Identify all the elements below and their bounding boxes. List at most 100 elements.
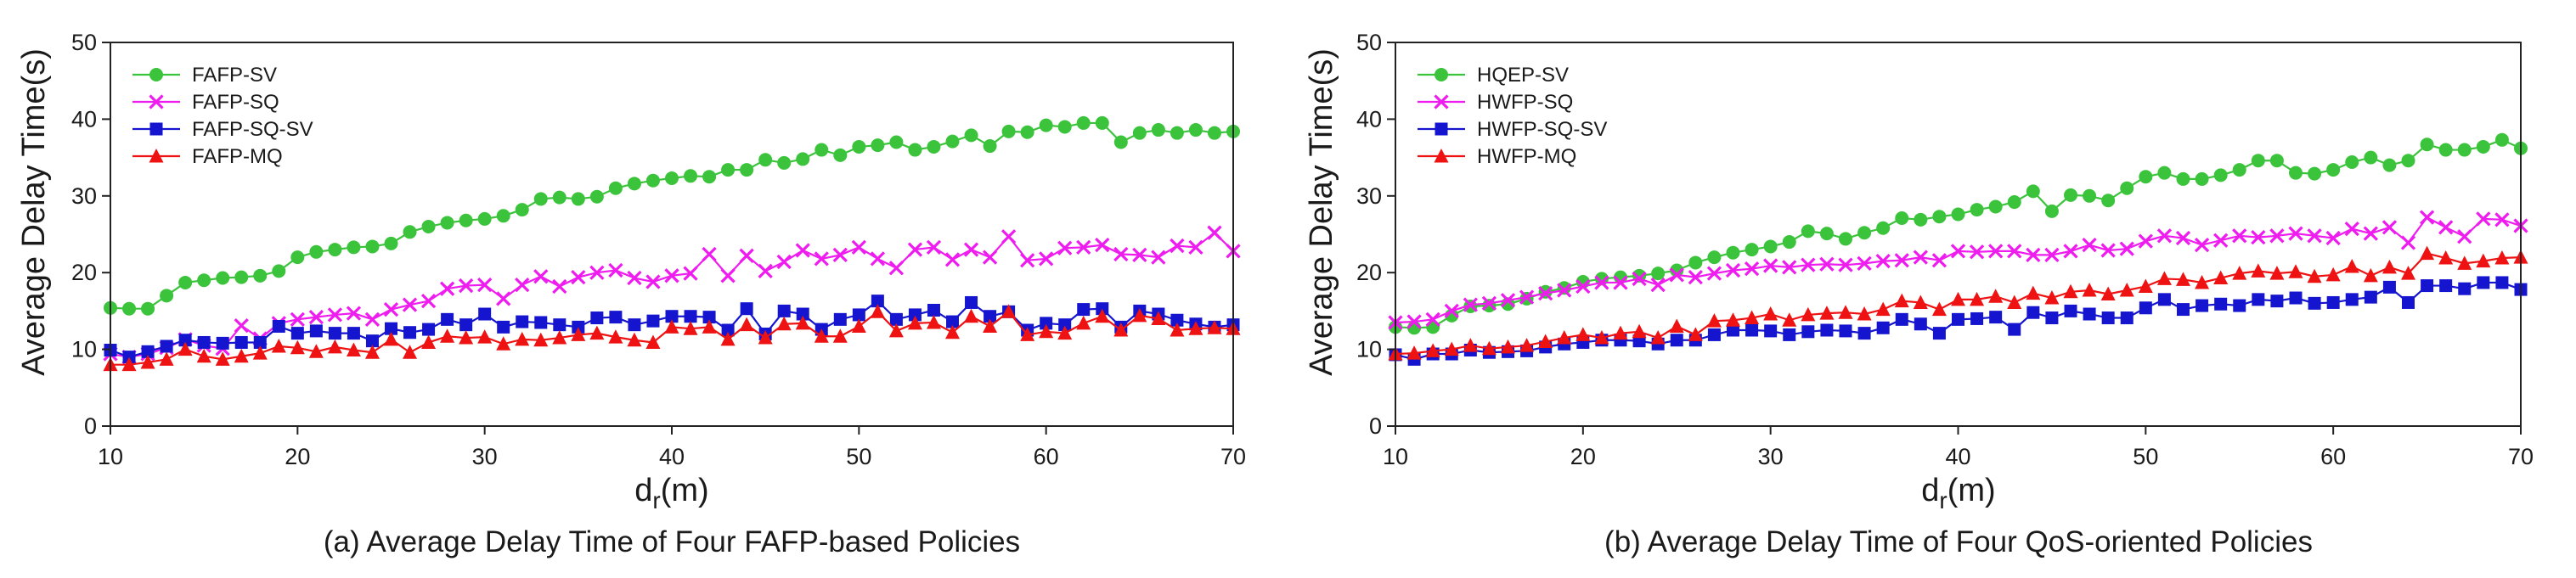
chart-b-point-hwfp-mq — [1501, 339, 1515, 354]
chart-b-point-hwfp-sq-sv — [2196, 299, 2209, 312]
chart-a-point-fafp-sv — [197, 273, 211, 288]
chart-a-xlabel-main: d — [634, 473, 652, 508]
chart-a-point-fafp-sv — [796, 152, 810, 166]
chart-b-point-hwfp-mq — [2213, 270, 2229, 285]
chart-b-ytick-label: 40 — [1356, 106, 1382, 132]
chart-b-point-hwfp-sq-sv — [2045, 311, 2059, 325]
chart-a-legend-entry-fafp-sv: FAFP-SV — [132, 64, 277, 87]
chart-b-point-hwfp-mq — [1988, 289, 2004, 303]
chart-a-series-fafp-sv — [104, 115, 1240, 316]
chart-a-point-fafp-mq — [907, 315, 922, 330]
chart-a-point-fafp-sq — [870, 251, 886, 267]
chart-b-point-hqep-sv — [2289, 166, 2303, 180]
chart-b-point-hwfp-mq — [1425, 343, 1440, 357]
chart-b-point-hwfp-sq-sv — [2233, 299, 2246, 312]
chart-a-point-fafp-sq — [1019, 253, 1035, 268]
chart-a-ytick-label: 40 — [71, 106, 97, 132]
chart-b-point-hwfp-mq — [1726, 312, 1740, 327]
chart-a-point-fafp-sq-sv — [590, 311, 604, 325]
chart-b-xtick-label: 10 — [1383, 444, 1408, 469]
chart-a-point-fafp-mq — [964, 308, 979, 323]
chart-a-point-fafp-sq-sv — [216, 336, 229, 350]
chart-b-point-hwfp-sq-sv — [2495, 276, 2509, 289]
chart-b-point-hqep-sv — [1763, 239, 1778, 254]
chart-a-xtick-label: 10 — [98, 444, 123, 469]
chart-a-ylabel: Average Delay Time(s) — [16, 48, 52, 376]
chart-b-point-hqep-sv — [2007, 195, 2021, 210]
chart-b-point-hqep-sv — [2476, 139, 2490, 154]
chart-b-point-hqep-sv — [2401, 154, 2415, 168]
chart-b-xlabel-sub: r — [1939, 487, 1947, 513]
chart-a-point-fafp-mq — [1001, 304, 1017, 318]
chart-b-point-hwfp-mq — [2195, 274, 2210, 289]
chart-a-point-fafp-sq — [758, 263, 773, 279]
chart-a-point-fafp-sq-sv — [553, 318, 566, 332]
chart-b-xtick-label: 50 — [2133, 444, 2158, 469]
chart-a-point-fafp-sv — [122, 301, 137, 316]
chart-b-point-hqep-sv — [1782, 235, 1796, 250]
chart-b-point-hwfp-mq — [1557, 330, 1572, 345]
chart-b-point-hwfp-sq — [1838, 257, 1853, 272]
chart-a-point-fafp-sq-sv — [609, 311, 623, 324]
chart-a-point-fafp-sv — [645, 173, 660, 188]
chart-a-point-fafp-mq — [252, 345, 268, 360]
chart-b-point-hwfp-sq — [1557, 283, 1572, 298]
chart-a-point-fafp-sq — [439, 281, 455, 296]
chart-a-point-fafp-mq — [234, 348, 249, 363]
chart-a-point-fafp-sv — [983, 139, 997, 154]
chart-a-point-fafp-mq — [776, 316, 792, 331]
chart-a-point-fafp-sq — [982, 250, 998, 265]
chart-b-point-hqep-sv — [2101, 194, 2116, 208]
chart-a-point-fafp-sq — [1170, 238, 1185, 254]
chart-a-point-fafp-sv — [945, 134, 960, 149]
chart-a-point-fafp-mq — [215, 351, 230, 366]
chart-a-point-fafp-sv — [1057, 120, 1072, 134]
chart-a-point-fafp-mq — [851, 318, 866, 333]
chart-a-point-fafp-sq — [832, 247, 848, 263]
chart-b-point-hqep-sv — [2176, 171, 2190, 186]
chart-b-ytick-label: 10 — [1356, 337, 1382, 362]
chart-a-point-fafp-sq-sv — [141, 345, 155, 358]
chart-a-legend-label: FAFP-SV — [192, 64, 277, 87]
chart-a-point-fafp-mq — [178, 341, 193, 356]
chart-a-point-fafp-sv — [496, 209, 510, 223]
chart-a-point-fafp-sv — [403, 225, 417, 239]
chart-a-xlabel-unit: (m) — [661, 473, 709, 508]
chart-b-point-hwfp-mq — [2044, 290, 2060, 305]
chart-b-point-hwfp-sq-sv — [1764, 324, 1778, 338]
chart-b-point-hwfp-mq — [1463, 338, 1478, 352]
chart-a-point-fafp-sq — [608, 262, 623, 278]
chart-a-point-fafp-sq — [1113, 246, 1129, 262]
chart-b-point-hwfp-sq — [1744, 261, 1760, 277]
chart-a-point-fafp-sv — [1113, 135, 1128, 149]
chart-b-point-hwfp-mq — [2100, 286, 2116, 301]
chart-a-point-fafp-sq — [308, 310, 324, 325]
chart-a-point-fafp-mq — [571, 327, 586, 341]
chart-b-point-hqep-sv — [2420, 137, 2434, 152]
chart-a-point-fafp-sv — [758, 153, 773, 167]
chart-a-point-fafp-sq-sv — [702, 311, 716, 324]
chart-a-point-fafp-mq — [758, 330, 773, 345]
chart-b-legend-entry-hwfp-sq: HWFP-SQ — [1418, 91, 1573, 114]
chart-a-point-fafp-sq-sv — [272, 319, 285, 333]
chart-b-point-hqep-sv — [2269, 154, 2284, 168]
chart-a-point-fafp-sq-sv — [1170, 313, 1184, 327]
chart-a-point-fafp-sq — [720, 268, 736, 283]
chart-a-point-fafp-mq — [627, 332, 642, 347]
chart-a-point-fafp-mq — [403, 345, 418, 359]
chart-a-point-fafp-mq — [346, 342, 361, 357]
chart-b-point-hwfp-mq — [1575, 327, 1591, 341]
chart-b-point-hwfp-sq — [1894, 253, 1909, 268]
chart-a-point-fafp-sq-sv — [777, 304, 791, 317]
chart-b-point-hqep-sv — [1801, 224, 1815, 238]
chart-a-series-fafp-mq — [103, 304, 1241, 372]
chart-a-point-fafp-mq — [589, 325, 605, 340]
chart-a-point-fafp-sv — [702, 170, 717, 184]
chart-a-point-fafp-sq — [814, 251, 829, 267]
chart-b-point-hwfp-sq — [1706, 266, 1722, 281]
chart-a-ytick-label: 50 — [71, 30, 97, 55]
chart-a-xlabel: dr(m) — [634, 473, 708, 513]
chart-a-point-fafp-sv — [1039, 118, 1053, 132]
chart-b-point-hwfp-sq-sv — [2289, 291, 2303, 305]
